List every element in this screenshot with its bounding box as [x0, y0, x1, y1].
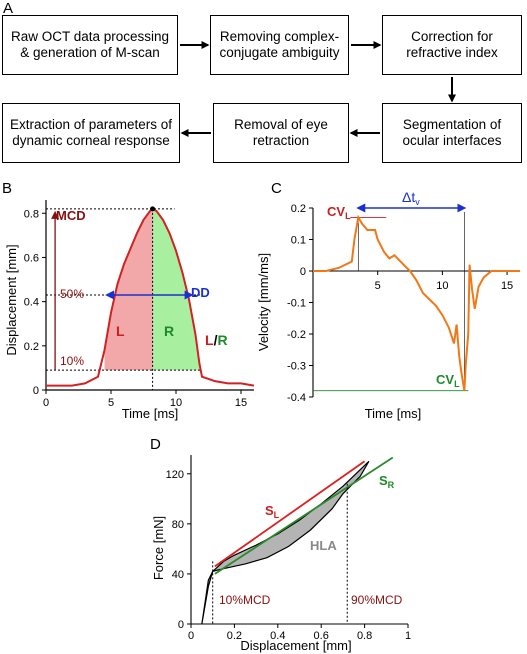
d-label-hla: HLA: [310, 538, 337, 553]
c-y-tick-label: -0.4: [287, 392, 306, 404]
d-y-tick-label: 120: [166, 469, 184, 481]
d-y-tick-label: 40: [172, 569, 184, 581]
panel-d-letter: D: [150, 436, 161, 453]
b-right-area: [152, 208, 200, 371]
b-label-10pct: 10%: [60, 354, 84, 368]
b-y-tick-label: 0.6: [24, 252, 39, 264]
b-x-tick-label: 10: [170, 397, 182, 409]
flow-step-complex-conjugate: Removing complex-conjugate ambiguity: [210, 15, 349, 75]
c-y-tick-label: -0.2: [287, 329, 306, 341]
d-label-90pct-mcd: 90%MCD: [351, 593, 403, 607]
c-ylabel: Velocity [mm/ms]: [256, 253, 271, 351]
b-label-left-area: L: [116, 323, 125, 339]
b-y-tick-label: 0.8: [24, 208, 39, 220]
d-label-10pct-mcd: 10%MCD: [219, 593, 271, 607]
d-ylabel: Force [mN]: [151, 516, 166, 580]
b-label-right-area: R: [164, 323, 174, 339]
b-label-lr-ratio: L/R: [205, 332, 228, 348]
panel-b-letter: B: [2, 180, 13, 197]
d-y-tick-label: 80: [172, 519, 184, 531]
b-left-area: [104, 208, 153, 371]
c-y-tick-label: -0.3: [287, 361, 306, 373]
c-delta-text: Δt: [402, 189, 415, 205]
b-x-tick-label: 5: [108, 397, 114, 409]
c-label-cvl-max: CVL: [327, 204, 351, 221]
b-y-tick-label: 0.2: [24, 341, 39, 353]
b-x-tick-label: 0: [43, 397, 49, 409]
c-cv2-text: CV: [436, 372, 454, 387]
b-ratio-l: L: [205, 332, 214, 348]
c-cv-text: CV: [327, 204, 345, 219]
c-x-tick-label: 15: [501, 280, 513, 292]
d-xlabel: Displacement [mm]: [240, 638, 351, 653]
c-x-tick-label: 10: [436, 280, 448, 292]
b-xlabel: Time [ms]: [122, 406, 179, 421]
b-label-mcd: MCD: [56, 208, 86, 223]
d-y-tick-label: 0: [178, 619, 184, 631]
d-label-sl: SL: [265, 503, 280, 520]
panel-c-letter: C: [271, 180, 282, 197]
c-y-tick-label: -0.1: [287, 298, 306, 310]
panel-a-letter: A: [3, 0, 14, 17]
b-label-50pct: 50%: [60, 287, 84, 301]
c-x-tick-label: 5: [375, 280, 381, 292]
c-delta-sub: v: [415, 197, 420, 207]
b-ratio-slash: /: [214, 332, 218, 348]
d-sr-sub: R: [388, 480, 395, 490]
c-label-delta-tv: Δtv: [402, 189, 420, 207]
d-x-tick-label: 0.2: [227, 630, 242, 642]
flow-step-eye-retraction: Removal of eye retraction: [213, 103, 349, 163]
c-y-tick-label: 0.1: [291, 235, 306, 247]
c-velocity-curve: [313, 214, 520, 391]
flow-step-extraction: Extraction of parameters of dynamic corn…: [2, 103, 180, 163]
d-sl-sub: L: [274, 510, 280, 520]
b-y-tick-label: 0.4: [24, 297, 39, 309]
b-ylabel: Displacement [mm]: [4, 244, 19, 355]
c-y-tick-label: 0: [300, 266, 306, 278]
c-cv2-sub: L: [454, 379, 460, 389]
c-cv-sub: L: [345, 211, 351, 221]
d-sl-line: [214, 460, 366, 568]
b-x-tick-label: 15: [235, 397, 247, 409]
flow-step-raw-oct: Raw OCT data processing & generation of …: [2, 15, 178, 75]
c-label-cvl-min: CVL: [436, 372, 460, 389]
d-sl-text: S: [265, 503, 274, 518]
d-x-tick-label: 0.6: [314, 630, 329, 642]
d-x-tick-label: 0: [188, 630, 194, 642]
c-xlabel: Time [ms]: [365, 406, 422, 421]
d-label-sr: SR: [379, 473, 395, 490]
b-peak-point: [150, 206, 156, 212]
b-ratio-r: R: [217, 332, 227, 348]
d-x-tick-label: 0.4: [270, 630, 285, 642]
d-x-tick-label: 0.8: [357, 630, 372, 642]
flow-step-refractive-index: Correction for refractive index: [382, 15, 522, 75]
b-label-dd: DD: [191, 285, 210, 300]
d-sr-text: S: [379, 473, 388, 488]
b-y-tick-label: 0: [33, 385, 39, 397]
d-sr-line: [214, 456, 394, 575]
d-x-tick-label: 1: [405, 630, 411, 642]
flow-step-segmentation: Segmentation of ocular interfaces: [382, 103, 522, 163]
c-y-tick-label: 0.2: [291, 203, 306, 215]
